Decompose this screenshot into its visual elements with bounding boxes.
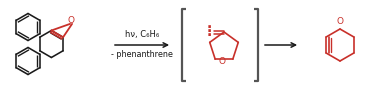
Text: O: O [218, 57, 225, 66]
Text: ·: · [206, 21, 212, 35]
Text: hν, C₆H₆: hν, C₆H₆ [125, 30, 159, 39]
Text: ·: · [206, 25, 212, 39]
Text: O: O [68, 16, 74, 25]
Text: O: O [336, 17, 344, 26]
Text: ·: · [206, 29, 212, 43]
Text: - phenanthrene: - phenanthrene [111, 50, 173, 59]
